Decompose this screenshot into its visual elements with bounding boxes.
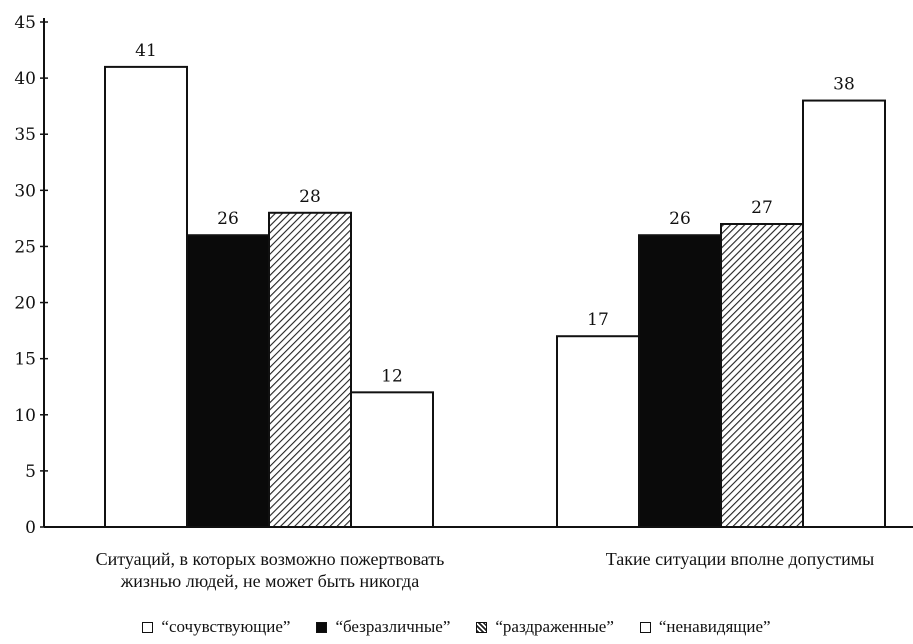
bar-value-label: 26 [217,209,239,229]
y-tick-label: 15 [14,350,36,370]
bars [104,65,886,529]
y-tick-label: 35 [14,125,36,145]
legend-item: “сочувствующие” [142,617,290,637]
y-tick-label: 10 [14,406,36,426]
bar [802,99,886,529]
legend-label: “безразличные” [335,617,451,636]
legend-swatch [316,621,328,633]
y-tick-label: 45 [14,13,36,33]
bar-value-label: 28 [299,187,321,207]
category-label-line: Ситуаций, в которых возможно пожертвоват… [95,549,445,569]
y-tick-label: 0 [25,518,36,538]
category-label-line: жизнью людей, не может быть никогда [120,571,420,591]
legend: “сочувствующие” “безразличные” “раздраженн… [0,612,913,642]
legend-item: “ненавидящие” [639,617,771,637]
bar-value-label: 26 [669,209,691,229]
y-tick-label: 5 [25,462,36,482]
bar [638,234,722,528]
legend-swatch [639,621,651,633]
y-tick-label: 30 [14,181,36,201]
legend-swatch [142,621,154,633]
bar [186,234,270,528]
category-label-line: Такие ситуации вполне допустимы [605,549,875,569]
legend-label: “сочувствующие” [161,617,291,636]
bar-value-label: 38 [833,75,855,95]
value-labels: 41 26 28 12 17 26 27 38 [135,41,855,386]
bar [268,211,352,528]
bar-value-label: 27 [751,198,773,218]
bar [556,335,640,528]
bar-chart: 0 5 10 15 20 25 30 35 40 45 41 26 28 12 17 26 27 38 [14,13,913,538]
legend-swatch [476,621,488,633]
y-tick-label: 20 [14,294,36,314]
bar-value-label: 17 [587,310,609,330]
bar-value-label: 41 [135,41,157,61]
category-label: Ситуаций, в которых возможно пожертвоват… [40,548,500,592]
legend-label: “ненавидящие” [658,617,771,636]
bar-value-label: 12 [381,366,403,386]
bar [350,391,434,529]
y-tick-label: 40 [14,69,36,89]
legend-item: “безразличные” [316,617,450,637]
bar [720,223,804,528]
category-label: Такие ситуации вполне допустимы [560,548,913,570]
y-tick-label: 25 [14,237,36,257]
legend-label: “раздраженные” [495,617,614,636]
legend-item: “раздраженные” [476,617,614,637]
bar [104,65,188,528]
